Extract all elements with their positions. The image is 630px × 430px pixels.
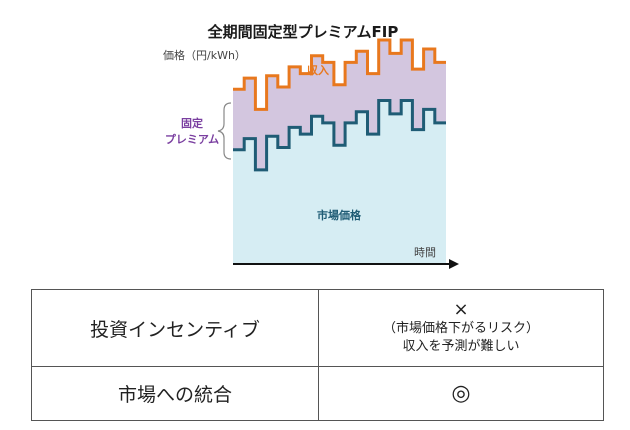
premium-label-line1: 固定 <box>181 116 203 130</box>
table-row: 市場への統合 ◎ <box>31 366 604 421</box>
income-label: 収入 <box>307 64 329 77</box>
x-axis-arrow-icon <box>449 259 459 269</box>
row-value: ◎ <box>318 366 604 421</box>
premium-area <box>233 40 446 170</box>
row-label: 市場への統合 <box>31 366 319 421</box>
note-line: 収入を予測が難しい <box>402 339 520 354</box>
note-line: （市場価格下がるリスク） <box>382 321 539 336</box>
row-label: 投資インセンティブ <box>31 289 319 367</box>
premium-brace <box>217 102 232 160</box>
x-axis-label: 時間 <box>414 246 436 259</box>
y-axis-label: 価格（円/kWh） <box>163 48 246 62</box>
diagram-title: 全期間固定型プレミアムFIP <box>207 23 399 41</box>
fip-diagram: 全期間固定型プレミアムFIP 価格（円/kWh） 収入 固定 プレミアム 市場価… <box>163 23 459 269</box>
double-circle-mark: ◎ <box>451 381 471 406</box>
income-line <box>233 38 446 111</box>
row-value: × （市場価格下がるリスク） 収入を予測が難しい <box>318 289 604 367</box>
market-price-label: 市場価格 <box>317 208 362 222</box>
market-price-line <box>233 99 446 172</box>
premium-label-line2: プレミアム <box>165 132 219 146</box>
market-price-area <box>233 100 446 264</box>
comparison-table: 投資インセンティブ × （市場価格下がるリスク） 収入を予測が難しい 市場への統… <box>31 289 604 421</box>
table-row: 投資インセンティブ × （市場価格下がるリスク） 収入を予測が難しい <box>31 289 604 367</box>
cross-mark: × <box>453 299 469 320</box>
